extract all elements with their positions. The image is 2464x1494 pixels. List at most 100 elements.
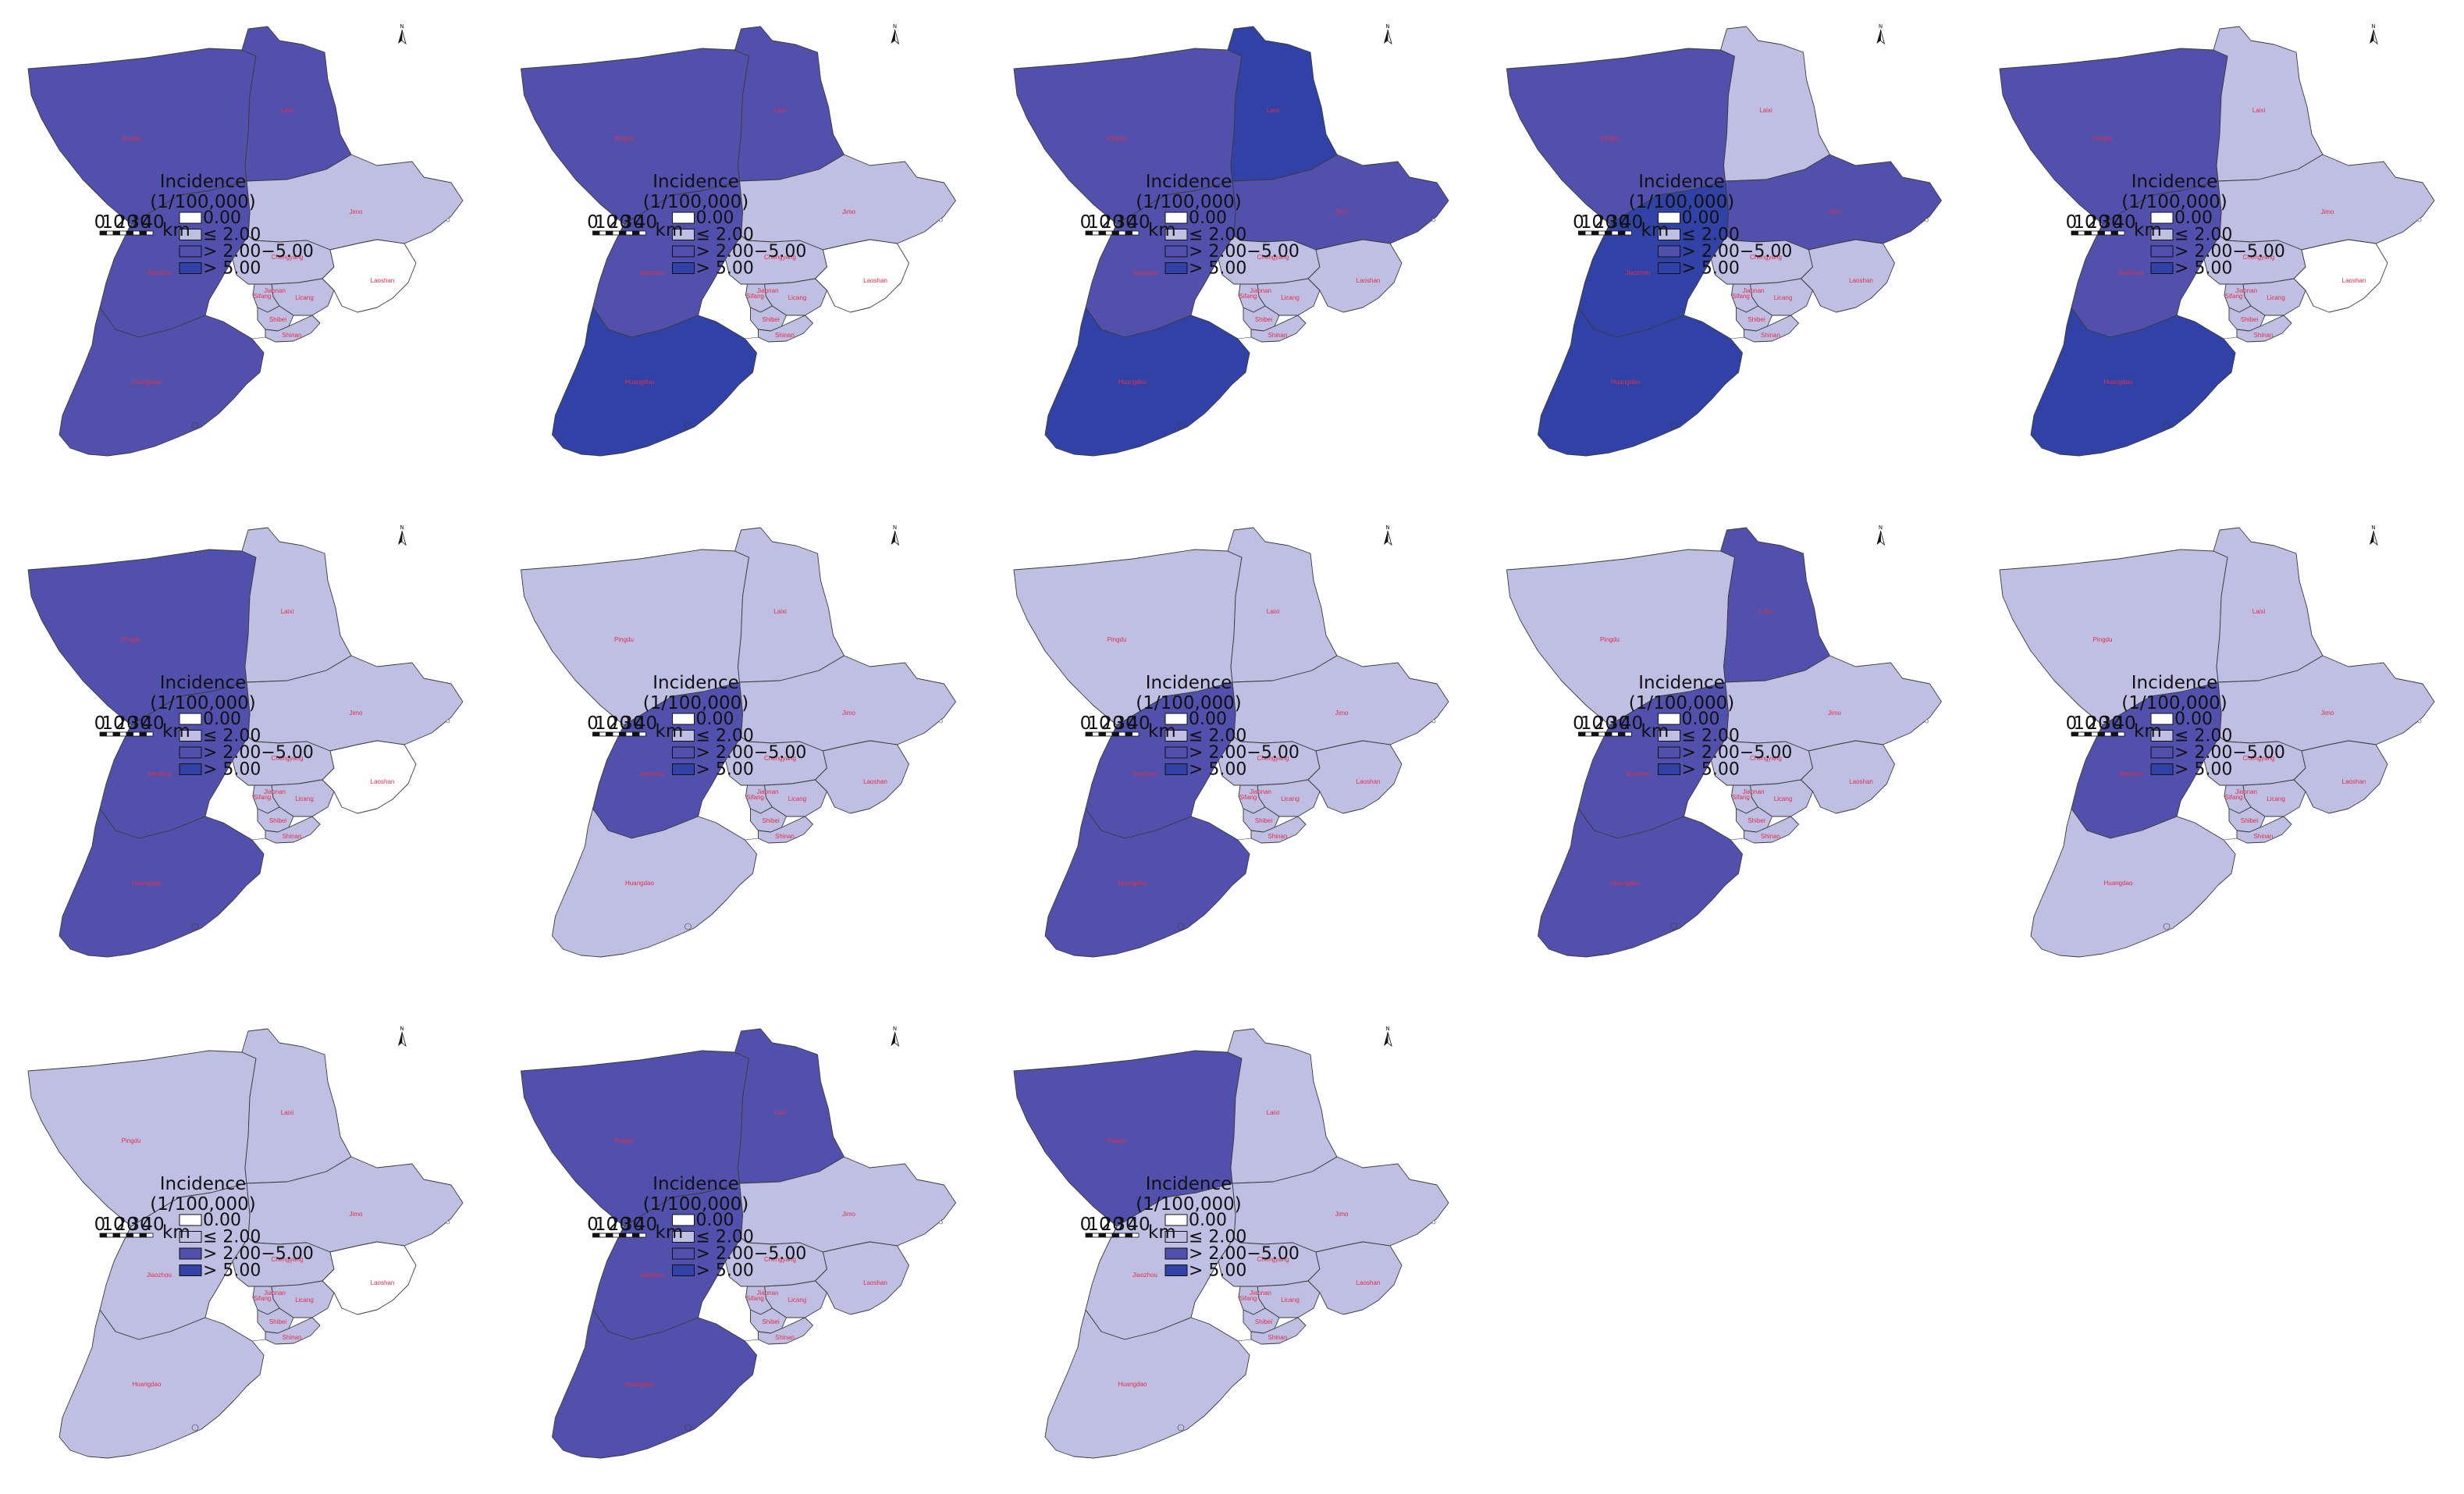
island	[1431, 218, 1436, 222]
north-arrow-left	[891, 1032, 895, 1046]
district-jiaozhou	[99, 180, 251, 338]
legend-swatch	[179, 229, 202, 240]
district-label-jiaonan: Jiaonan	[2235, 287, 2257, 294]
legend-item-label: 0.00	[1682, 710, 1720, 729]
legend-swatch	[1164, 1265, 1188, 1276]
legend-unit: (1/100,000)	[1136, 192, 1241, 212]
district-label-sifang: Sifang	[1239, 1295, 1257, 1302]
legend-item-label: > 5.00	[1189, 1261, 1246, 1281]
district-jiaozhou	[1578, 180, 1729, 338]
district-label-shinan: Shinan	[2254, 833, 2274, 840]
scale-tick-label: 20	[608, 713, 631, 734]
legend-title: Incidence	[160, 172, 247, 192]
district-label-chengyang: Chengyang	[2243, 254, 2275, 261]
district-label-chengyang: Chengyang	[1257, 755, 1289, 762]
scale-tick-label: 20	[608, 1215, 631, 1235]
district-label-jimo: Jimo	[2321, 208, 2334, 215]
district-label-laoshan: Laoshan	[1356, 1279, 1381, 1286]
district-label-laixi: Laixi	[281, 107, 294, 114]
legend-unit: (1/100,000)	[1629, 192, 1734, 212]
district-label-shibei: Shibei	[762, 316, 779, 323]
scale-unit: km	[656, 220, 684, 240]
district-label-jiaozhou: Jiaozhou	[147, 770, 172, 777]
map-panel: Pingdu Laixi Jimo Jiaozhou Huangdao Chengyang…	[1013, 23, 1449, 457]
legend-swatch	[179, 245, 202, 258]
district-label-shinan: Shinan	[775, 1334, 795, 1341]
scale-bar-segment	[1132, 1233, 1140, 1238]
district-label-laixi: Laixi	[281, 608, 294, 615]
legend-unit: (1/100,000)	[1136, 1194, 1241, 1215]
legend-item-label: 0.00	[1189, 1211, 1227, 1230]
district-laixi	[241, 26, 352, 182]
legend-swatch	[1164, 763, 1188, 775]
district-label-pingdu: Pingdu	[1108, 135, 1127, 142]
legend-item-label: > 2.00−5.00	[203, 242, 314, 261]
legend-item-label: > 5.00	[1189, 760, 1246, 780]
map-panel: Pingdu Laixi Jimo Jiaozhou Huangdao Chengyang…	[27, 23, 464, 457]
district-label-pingdu: Pingdu	[122, 636, 141, 643]
north-label: N	[400, 525, 404, 531]
legend-swatch	[1164, 713, 1188, 725]
north-arrow-icon: N	[1384, 525, 1392, 546]
district-huangdao	[59, 1309, 265, 1459]
legend-item-label: 0.00	[203, 208, 241, 228]
island	[684, 422, 692, 429]
legend-item-label: > 2.00−5.00	[1682, 743, 1793, 763]
scale-unit: km	[2134, 220, 2162, 240]
district-jiaozhou	[99, 1183, 251, 1340]
district-huangdao	[2030, 307, 2236, 457]
district-label-licang: Licang	[788, 795, 807, 802]
legend-item-label: > 5.00	[203, 1261, 261, 1281]
scale-bar-segment	[2117, 230, 2125, 236]
legend-swatch	[179, 1214, 202, 1226]
district-label-jiaozhou: Jiaozhou	[1132, 1272, 1157, 1279]
district-label-jimo: Jimo	[842, 710, 855, 717]
north-arrow-left	[1384, 1032, 1388, 1046]
legend-swatch	[179, 1265, 202, 1276]
north-label: N	[400, 1026, 404, 1032]
scale-tick-label: 20	[1594, 212, 1616, 233]
legend: Incidence(1/100,000)0.00≤ 2.00> 2.00−5.0…	[643, 673, 807, 780]
legend-item-label: > 5.00	[1189, 259, 1246, 279]
scale-tick-label: 0	[587, 212, 599, 233]
north-arrow-right	[1387, 1031, 1392, 1048]
district-label-jiaonan: Jiaonan	[756, 788, 778, 795]
scale-unit: km	[1148, 721, 1176, 742]
island	[1925, 719, 1929, 724]
district-label-shibei: Shibei	[762, 817, 779, 824]
scale-tick-label: 10	[1087, 212, 1110, 233]
district-label-laoshan: Laoshan	[1849, 277, 1873, 284]
district-label-jiaozhou: Jiaozhou	[1132, 269, 1157, 276]
legend-swatch	[1164, 212, 1188, 224]
legend-swatch	[672, 713, 695, 725]
district-label-shibei: Shibei	[1255, 817, 1272, 824]
scale-tick-label: 10	[101, 212, 124, 233]
district-label-huangdao: Huangdao	[1118, 1381, 1147, 1388]
north-label: N	[893, 525, 897, 531]
legend-item-label: ≤ 2.00	[696, 226, 754, 245]
legend-item-label: > 5.00	[696, 760, 754, 780]
district-label-jimo: Jimo	[350, 1211, 363, 1218]
district-label-jiaonan: Jiaonan	[1250, 287, 1271, 294]
legend-title: Incidence	[1146, 172, 1232, 192]
legend-item-label: > 5.00	[203, 760, 261, 780]
scale-tick-label: 20	[1100, 713, 1123, 734]
scale-unit: km	[162, 220, 190, 240]
legend-item-label: 0.00	[2174, 208, 2213, 228]
legend-item-label: > 2.00−5.00	[2174, 242, 2285, 261]
district-label-jimo: Jimo	[1828, 710, 1841, 717]
district-laoshan	[1801, 740, 1895, 814]
scale-tick-label: 30	[2100, 713, 2122, 734]
north-label: N	[893, 1026, 897, 1032]
district-label-sifang: Sifang	[1239, 293, 1257, 300]
north-arrow-right	[894, 530, 900, 546]
legend-item-label: ≤ 2.00	[696, 727, 754, 746]
legend-swatch	[1164, 1214, 1188, 1226]
district-label-jiaozhou: Jiaozhou	[147, 1272, 172, 1279]
north-arrow-left	[891, 531, 895, 545]
district-shinan	[265, 315, 321, 343]
north-arrow-icon: N	[398, 525, 407, 546]
legend-swatch	[1164, 730, 1188, 742]
